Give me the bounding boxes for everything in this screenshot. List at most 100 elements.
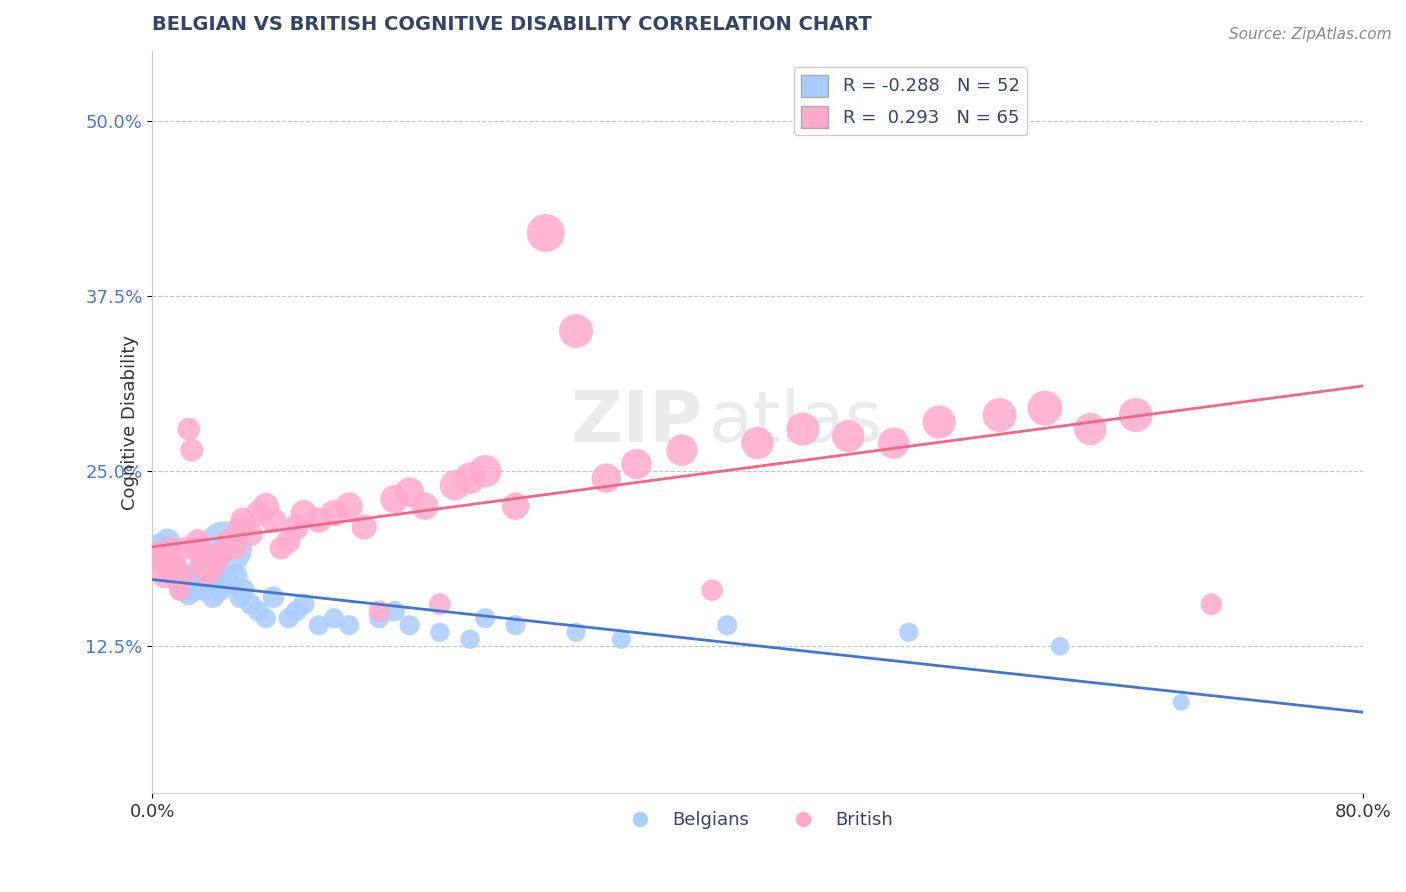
Point xyxy=(505,499,527,513)
Point xyxy=(150,555,173,569)
Point xyxy=(229,591,252,605)
Point xyxy=(229,520,252,534)
Point xyxy=(1078,422,1101,436)
Point xyxy=(205,569,228,583)
Point xyxy=(292,506,315,520)
Point xyxy=(239,527,262,541)
Point xyxy=(988,408,1011,422)
Point xyxy=(214,541,236,556)
Point xyxy=(1170,695,1192,709)
Point xyxy=(166,562,188,576)
Point xyxy=(166,562,188,576)
Point xyxy=(177,422,200,436)
Point xyxy=(247,506,270,520)
Point xyxy=(308,618,330,632)
Point xyxy=(474,611,496,625)
Point xyxy=(505,618,527,632)
Point xyxy=(398,618,420,632)
Point xyxy=(254,499,277,513)
Point xyxy=(384,604,406,618)
Point xyxy=(174,579,197,593)
Point xyxy=(156,534,179,549)
Point xyxy=(169,583,191,598)
Point xyxy=(285,604,308,618)
Point xyxy=(159,541,181,556)
Point xyxy=(209,548,232,562)
Point xyxy=(368,604,391,618)
Point xyxy=(184,583,207,598)
Point xyxy=(159,548,181,562)
Point xyxy=(1125,408,1147,422)
Point xyxy=(148,548,170,562)
Point xyxy=(700,583,723,598)
Point xyxy=(156,562,179,576)
Point xyxy=(277,534,299,549)
Point xyxy=(217,534,239,549)
Point xyxy=(337,618,360,632)
Point xyxy=(323,506,346,520)
Point xyxy=(429,597,451,611)
Point xyxy=(671,443,693,458)
Point xyxy=(170,583,193,598)
Point xyxy=(193,562,215,576)
Point xyxy=(184,541,207,556)
Point xyxy=(165,569,187,583)
Point xyxy=(167,576,190,591)
Point xyxy=(225,541,247,556)
Point xyxy=(429,625,451,640)
Point xyxy=(187,534,209,549)
Point xyxy=(232,513,254,527)
Point xyxy=(897,625,920,640)
Point xyxy=(187,569,209,583)
Point xyxy=(180,443,202,458)
Point xyxy=(247,604,270,618)
Point xyxy=(534,226,557,240)
Point xyxy=(198,569,221,583)
Point xyxy=(262,513,284,527)
Text: ZIP: ZIP xyxy=(571,388,703,457)
Point xyxy=(292,597,315,611)
Point xyxy=(277,611,299,625)
Point xyxy=(308,513,330,527)
Point xyxy=(194,576,217,591)
Point xyxy=(323,611,346,625)
Text: Source: ZipAtlas.com: Source: ZipAtlas.com xyxy=(1229,27,1392,42)
Point xyxy=(201,562,224,576)
Point xyxy=(353,520,375,534)
Point xyxy=(1049,639,1071,653)
Point xyxy=(209,583,232,598)
Point xyxy=(153,569,176,583)
Point xyxy=(285,520,308,534)
Point xyxy=(205,555,228,569)
Point xyxy=(1033,401,1056,415)
Point xyxy=(565,625,588,640)
Point xyxy=(190,555,212,569)
Point xyxy=(177,587,200,601)
Point xyxy=(792,422,814,436)
Point xyxy=(174,541,197,556)
Point xyxy=(474,464,496,478)
Point xyxy=(458,471,481,485)
Legend: Belgians, British: Belgians, British xyxy=(614,804,901,837)
Point xyxy=(398,485,420,500)
Point xyxy=(179,569,201,583)
Point xyxy=(167,569,190,583)
Point xyxy=(458,632,481,647)
Point xyxy=(928,415,950,429)
Point xyxy=(195,569,218,583)
Point xyxy=(413,499,436,513)
Point xyxy=(180,576,202,591)
Point xyxy=(214,541,236,556)
Point xyxy=(217,576,239,591)
Point xyxy=(160,555,183,569)
Point xyxy=(595,471,617,485)
Point xyxy=(225,569,247,583)
Point xyxy=(193,583,215,598)
Point xyxy=(270,541,292,556)
Point xyxy=(747,436,769,450)
Point xyxy=(201,591,224,605)
Point xyxy=(239,597,262,611)
Point xyxy=(565,324,588,338)
Point xyxy=(262,591,284,605)
Point xyxy=(169,576,191,591)
